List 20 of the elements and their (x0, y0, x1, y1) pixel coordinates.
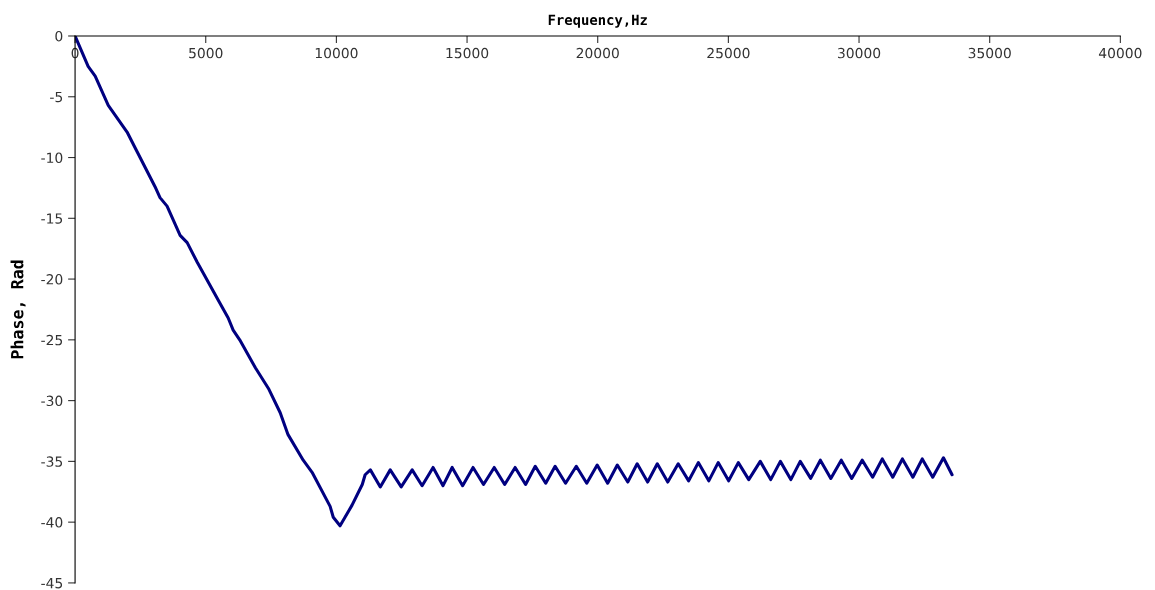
y-tick-label: -40 (41, 517, 63, 528)
y-tick-label: -10 (41, 152, 63, 163)
y-tick-label: -20 (41, 274, 63, 285)
x-tick-label: 35000 (968, 47, 1011, 59)
x-tick-label: 15000 (446, 47, 489, 59)
y-tick-label: -5 (50, 91, 63, 103)
y-axis-title: Phase, Rad (10, 260, 26, 359)
x-axis-title: Frequency,Hz (548, 14, 647, 28)
y-tick-label: -30 (41, 395, 63, 407)
x-tick-label: 40000 (1098, 47, 1142, 59)
x-tick-label: 30000 (838, 47, 881, 59)
x-tick-label: 25000 (707, 47, 750, 59)
y-tick-label: -15 (41, 213, 63, 224)
x-tick-label: 20000 (576, 47, 619, 59)
y-tick-label: 0 (55, 30, 63, 42)
y-tick-label: -45 (41, 578, 63, 589)
y-tick-label: -35 (41, 456, 63, 467)
y-tick-label: -25 (41, 334, 63, 346)
x-tick-label: 10000 (315, 47, 358, 59)
x-tick-label: 5000 (189, 47, 223, 59)
